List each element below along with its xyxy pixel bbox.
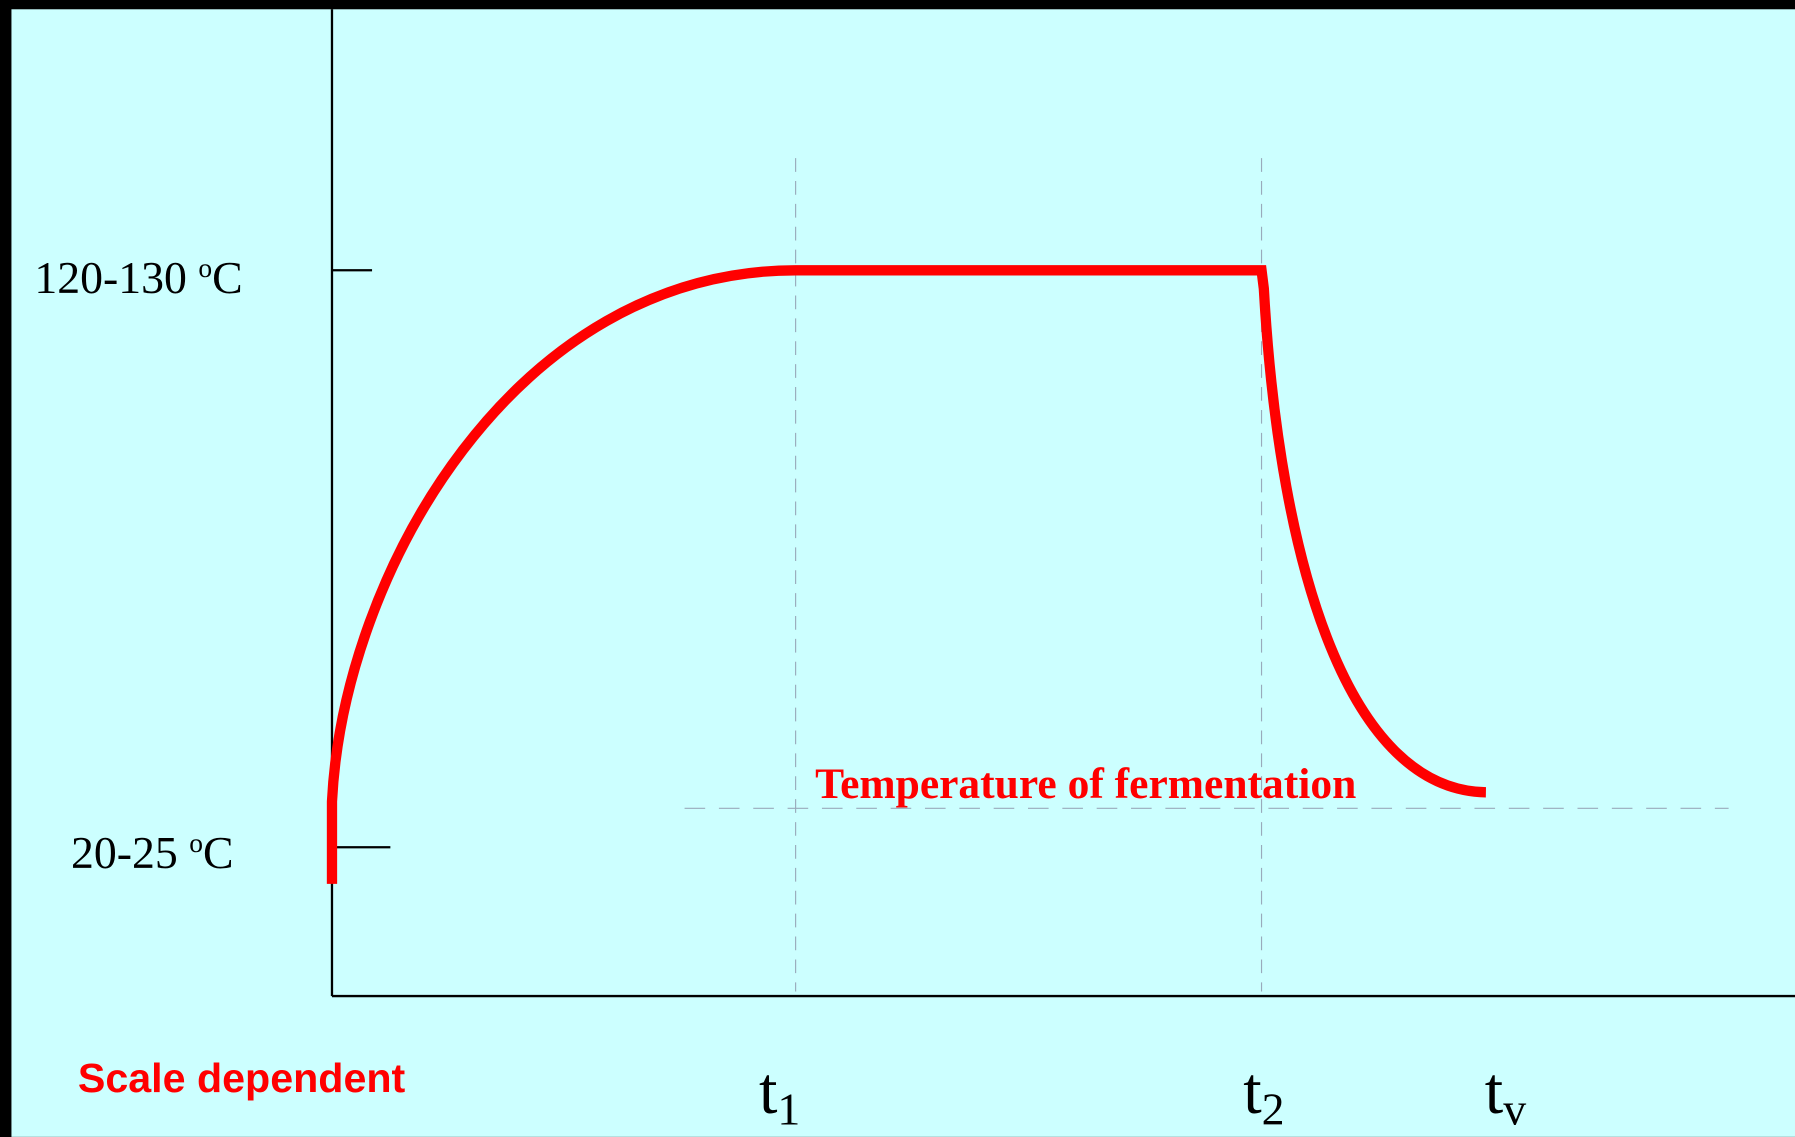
x-label: t2 xyxy=(1243,1055,1284,1134)
label-text: t xyxy=(1485,1055,1504,1128)
label-text: 20-25 xyxy=(71,827,189,878)
superscript: o xyxy=(189,828,203,858)
superscript: o xyxy=(198,253,212,283)
label-text: t xyxy=(759,1055,778,1128)
y-label: 120-130 oC xyxy=(34,252,242,303)
annotation: Temperature of fermentation xyxy=(815,760,1356,808)
y-label: 20-25 oC xyxy=(71,827,234,878)
subscript: 1 xyxy=(777,1083,800,1134)
note: Scale dependent xyxy=(78,1055,406,1101)
x-label: tv xyxy=(1485,1055,1526,1134)
temperature-curve xyxy=(326,265,1487,884)
label-text: t xyxy=(1243,1055,1262,1128)
background xyxy=(11,9,1795,1137)
unit: C xyxy=(203,827,234,878)
unit: C xyxy=(212,252,243,303)
subscript: v xyxy=(1503,1083,1526,1134)
subscript: 2 xyxy=(1262,1083,1285,1134)
x-label: t1 xyxy=(759,1055,800,1134)
label-text: 120-130 xyxy=(34,252,198,303)
